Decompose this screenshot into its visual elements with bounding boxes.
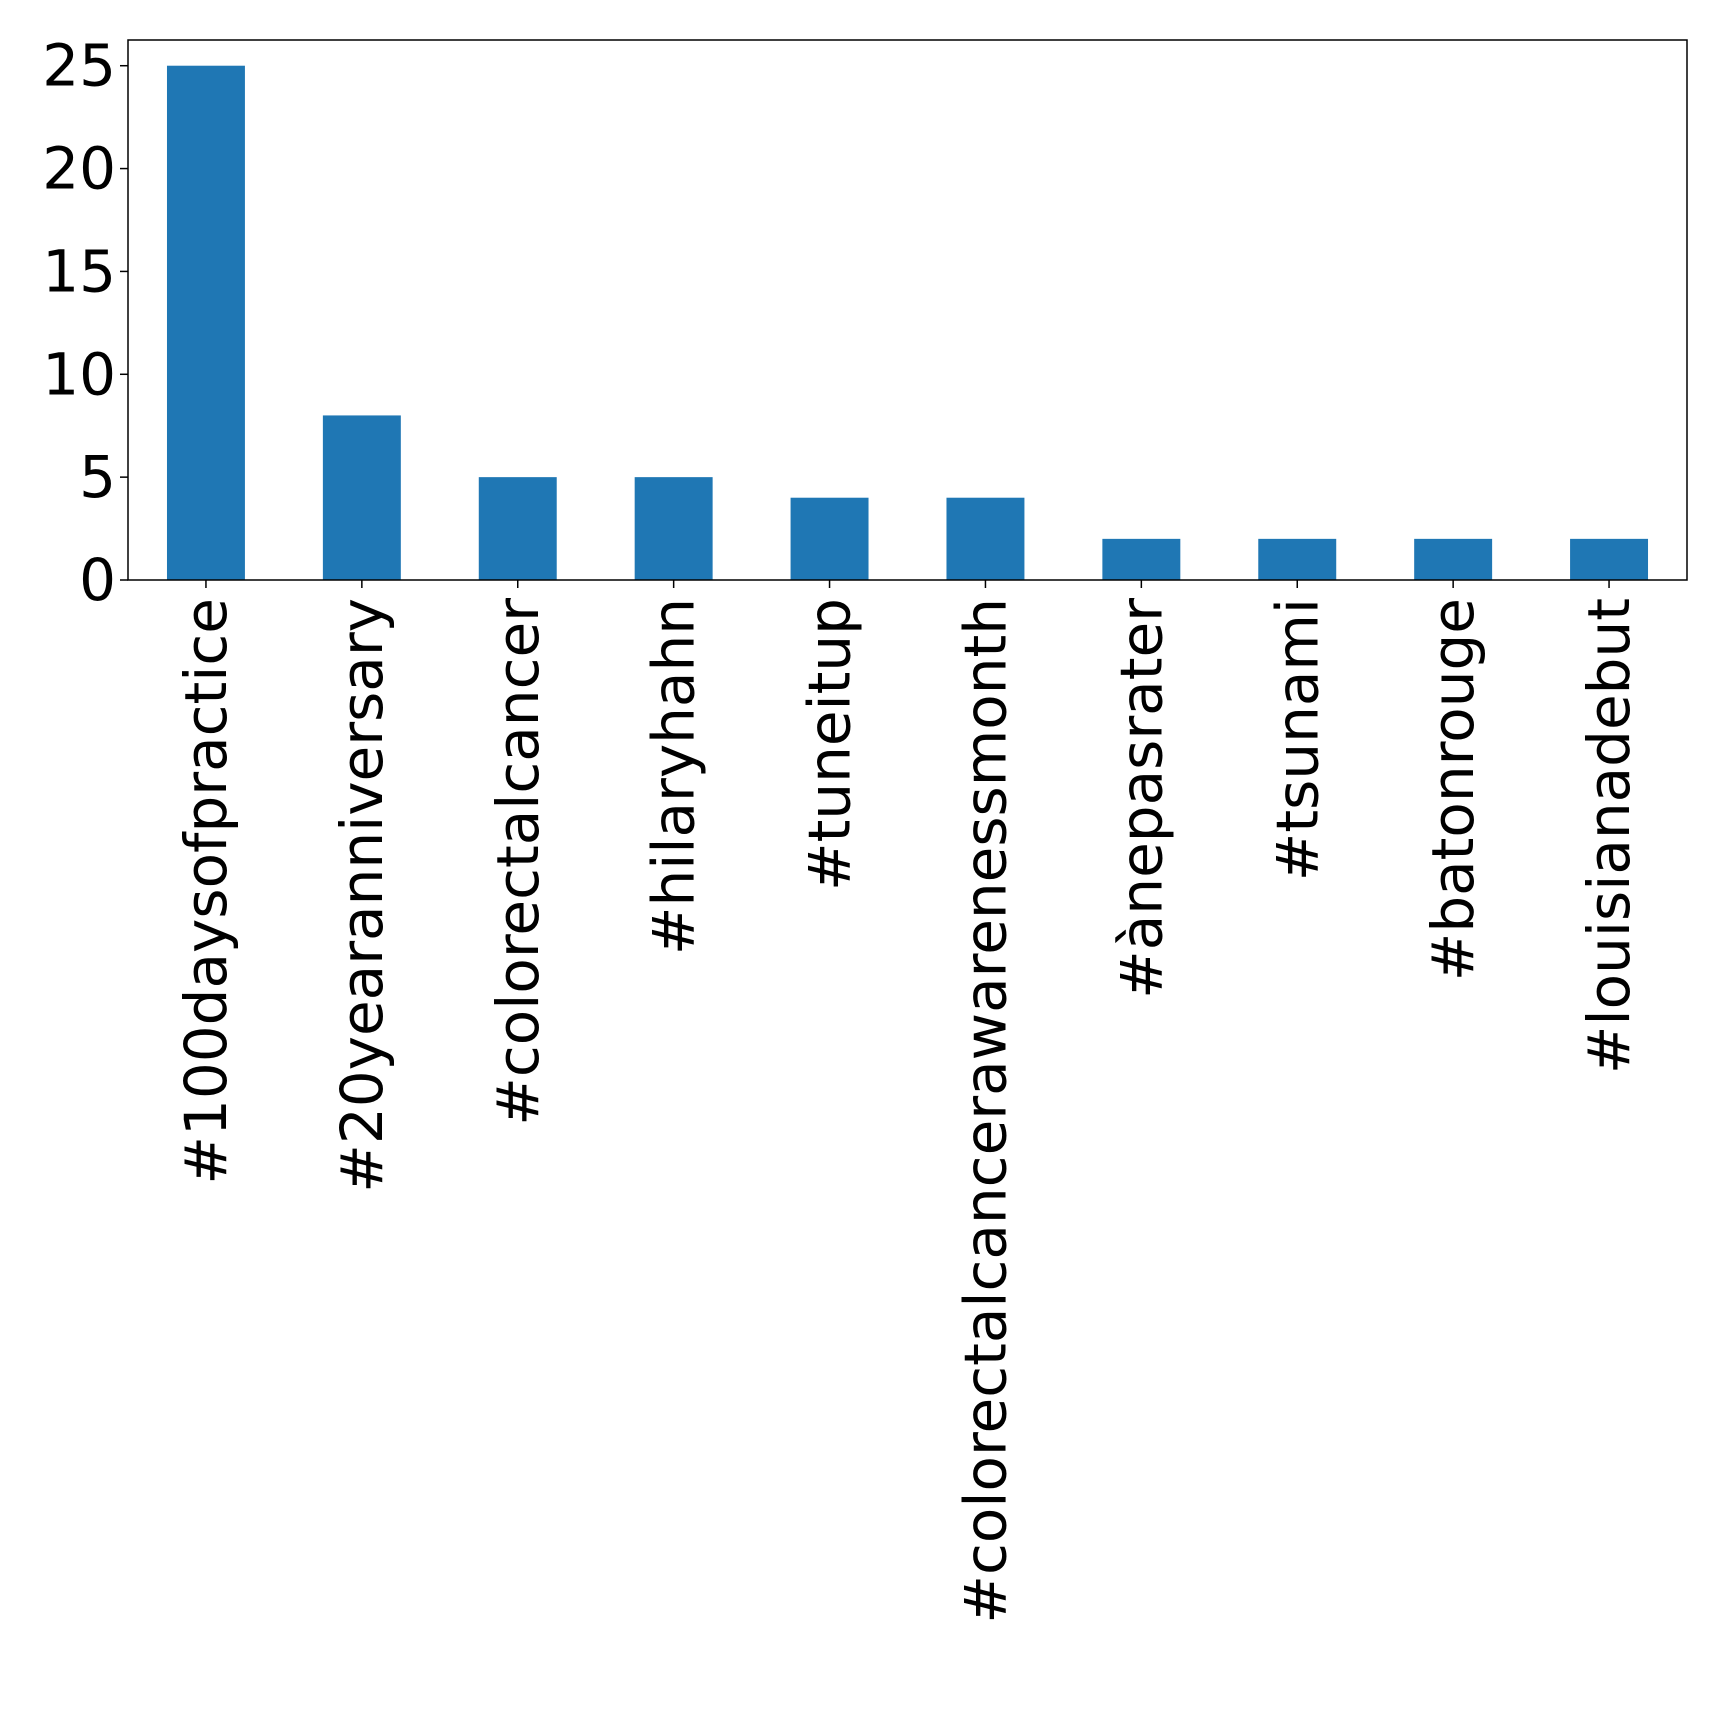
x-tick-label-3: #hilaryhahn [640, 598, 708, 955]
x-axis-ticks: #100daysofpractice #20yearanniversary #col… [172, 580, 1643, 1624]
bar-5 [946, 497, 1025, 580]
y-tick-label-3: 15 [42, 237, 116, 305]
y-axis-ticks: 0 5 10 15 20 25 [42, 32, 128, 614]
bar-1 [322, 415, 401, 580]
y-tick-label-1: 5 [79, 443, 116, 511]
x-tick-label-9: #louisianadebut [1575, 598, 1643, 1074]
bar-2 [478, 477, 557, 580]
bar-0 [166, 65, 245, 580]
bar-8 [1414, 538, 1493, 580]
bar-9 [1570, 538, 1649, 580]
bar-7 [1258, 538, 1337, 580]
x-tick-label-2: #colorectalcancer [484, 598, 552, 1126]
x-tick-label-5: #colorectalcancerawarenessmonth [951, 598, 1019, 1624]
bar-3 [634, 477, 713, 580]
plot-frame [127, 39, 1688, 581]
x-tick-label-0: #100daysofpractice [172, 598, 240, 1185]
y-tick-label-5: 25 [42, 32, 116, 100]
bar-6 [1102, 538, 1181, 580]
x-tick-label-6: #ànepasrater [1107, 598, 1175, 999]
x-tick-label-4: #tuneitup [796, 598, 864, 891]
x-tick-label-1: #20yearanniversary [328, 598, 396, 1193]
x-tick-label-7: #tsunami [1263, 598, 1331, 881]
bar-4 [790, 497, 869, 580]
x-tick-label-8: #batonrouge [1419, 598, 1487, 981]
y-tick-label-4: 20 [42, 135, 116, 203]
bars-group [166, 65, 1649, 580]
y-tick-label-2: 10 [42, 340, 116, 408]
y-tick-label-0: 0 [79, 546, 116, 614]
